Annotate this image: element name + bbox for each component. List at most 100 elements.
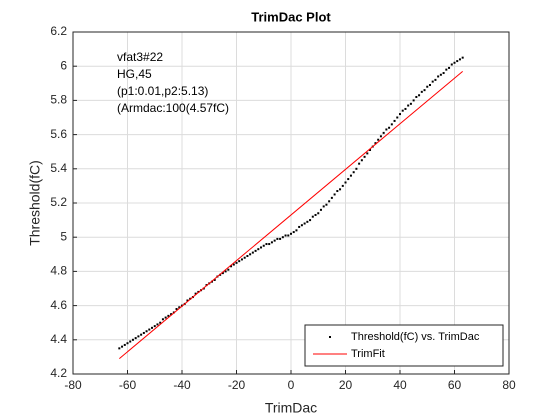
data-point — [418, 94, 421, 97]
data-point — [151, 326, 154, 329]
data-point — [126, 342, 129, 345]
data-point — [366, 152, 369, 155]
x-tick-label: -20 — [228, 378, 246, 392]
data-point — [412, 99, 415, 102]
data-point — [461, 56, 464, 59]
data-point — [254, 249, 257, 252]
data-point — [347, 178, 350, 181]
annotation: HG,45 — [117, 67, 152, 81]
data-point — [276, 237, 279, 240]
data-point — [249, 253, 252, 256]
x-axis-label: TrimDac — [265, 400, 317, 416]
data-point — [445, 68, 448, 71]
data-point — [270, 241, 273, 244]
data-point — [314, 213, 317, 216]
data-point — [121, 345, 124, 348]
data-point — [341, 184, 344, 187]
data-point — [382, 131, 385, 134]
data-point — [385, 128, 388, 131]
data-point — [431, 80, 434, 83]
x-tick-label: 0 — [288, 378, 295, 392]
x-tick-label: -40 — [173, 378, 191, 392]
data-point — [123, 343, 126, 346]
y-tick-label: 5.2 — [50, 195, 67, 209]
data-point — [328, 200, 331, 203]
data-point — [235, 261, 238, 264]
data-point — [439, 73, 442, 76]
data-point — [369, 148, 372, 151]
data-point — [377, 138, 380, 141]
data-point — [186, 299, 189, 302]
data-point — [428, 84, 431, 87]
data-point — [374, 142, 377, 145]
data-point — [153, 325, 156, 328]
y-tick-label: 5.4 — [50, 161, 67, 175]
data-point — [118, 347, 121, 350]
data-point — [420, 90, 423, 93]
data-point — [175, 308, 178, 311]
data-point — [243, 256, 246, 259]
data-point — [390, 123, 393, 126]
data-point — [426, 85, 429, 88]
x-tick-label: 60 — [448, 378, 462, 392]
data-point — [178, 306, 181, 309]
data-point — [164, 316, 167, 319]
data-point — [322, 205, 325, 208]
data-point — [268, 243, 271, 246]
data-point — [358, 162, 361, 165]
data-point — [246, 255, 249, 258]
data-point — [388, 126, 391, 129]
data-point — [349, 174, 352, 177]
data-point — [145, 330, 148, 333]
chart-title: TrimDac Plot — [251, 9, 331, 24]
legend-box — [304, 324, 504, 367]
data-point — [287, 234, 290, 237]
data-point — [415, 95, 418, 98]
data-point — [453, 61, 456, 64]
data-point — [131, 338, 134, 341]
data-point — [260, 246, 263, 249]
data-point — [360, 159, 363, 162]
data-point — [336, 190, 339, 193]
fit-line — [119, 70, 463, 359]
data-point — [279, 237, 282, 240]
data-point — [170, 313, 173, 316]
data-point — [292, 231, 295, 234]
x-tick-label: 80 — [502, 378, 516, 392]
data-point — [309, 219, 312, 222]
data-point — [232, 263, 235, 266]
legend-label: TrimFit — [351, 348, 385, 360]
y-tick-label: 4.2 — [50, 366, 67, 380]
data-point — [230, 265, 233, 268]
x-tick-label: -80 — [64, 378, 82, 392]
data-point — [448, 66, 451, 69]
data-point — [167, 314, 170, 317]
data-point — [156, 323, 159, 326]
x-tick-label: -60 — [119, 378, 137, 392]
data-point — [333, 193, 336, 196]
data-point — [330, 196, 333, 199]
data-point — [161, 318, 164, 321]
data-point — [423, 89, 426, 92]
annotation: vfat3#22 — [117, 50, 163, 64]
y-tick-label: 5.6 — [50, 127, 67, 141]
data-point — [134, 337, 137, 340]
data-point — [434, 78, 437, 81]
data-point — [129, 340, 132, 343]
data-point — [407, 104, 410, 107]
data-point — [396, 116, 399, 119]
data-point — [221, 272, 224, 275]
legend-label: Threshold(fC) vs. TrimDac — [351, 331, 480, 343]
data-point — [456, 60, 459, 63]
data-point — [450, 63, 453, 66]
data-point — [404, 107, 407, 110]
data-point — [319, 208, 322, 211]
data-point — [251, 251, 254, 254]
x-tick-label: 40 — [393, 378, 407, 392]
y-tick-label: 4.8 — [50, 264, 67, 278]
annotation: (p1:0.01,p2:5.13) — [117, 84, 208, 98]
y-tick-label: 5 — [60, 229, 67, 243]
data-point — [317, 212, 320, 215]
data-point — [137, 335, 140, 338]
